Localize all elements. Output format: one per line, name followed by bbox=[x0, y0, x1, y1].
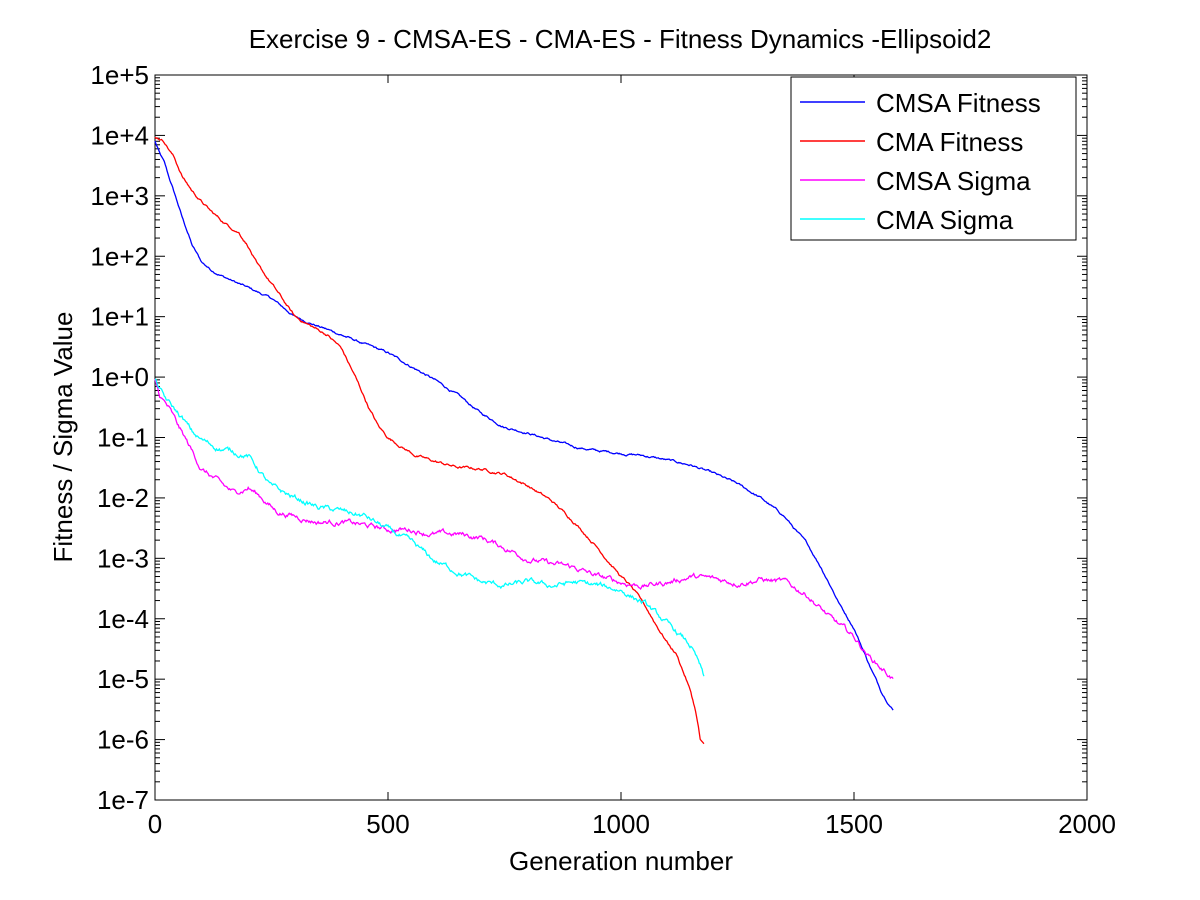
y-tick-label: 1e-1 bbox=[97, 423, 149, 453]
y-axis-label: Fitness / Sigma Value bbox=[48, 312, 78, 563]
x-tick-label: 500 bbox=[366, 809, 409, 839]
legend-label: CMA Sigma bbox=[876, 205, 1014, 235]
legend-label: CMA Fitness bbox=[876, 127, 1023, 157]
y-tick-label: 1e+2 bbox=[90, 241, 149, 271]
y-tick-label: 1e+0 bbox=[90, 362, 149, 392]
y-tick-label: 1e+1 bbox=[90, 302, 149, 332]
y-tick-label: 1e-7 bbox=[97, 785, 149, 815]
y-tick-label: 1e-4 bbox=[97, 604, 149, 634]
y-tick-label: 1e-3 bbox=[97, 543, 149, 573]
x-tick-label: 2000 bbox=[1058, 809, 1116, 839]
legend-label: CMSA Sigma bbox=[876, 166, 1031, 196]
series-line-cmsa-fitness bbox=[154, 140, 894, 711]
x-tick-label: 0 bbox=[148, 809, 162, 839]
legend-box bbox=[790, 76, 1077, 241]
legend: CMSA Fitness CMA Fitness CMSA Sigma CMA Sig… bbox=[790, 76, 1077, 241]
x-axis-label: Generation number bbox=[509, 846, 733, 876]
y-tick-label: 1e-5 bbox=[97, 664, 149, 694]
legend-label: CMSA Fitness bbox=[876, 88, 1041, 118]
y-tick-label: 1e+3 bbox=[90, 181, 149, 211]
y-tick-label: 1e+4 bbox=[90, 120, 149, 150]
series-layer bbox=[154, 136, 894, 745]
x-tick-label: 1000 bbox=[592, 809, 650, 839]
series-line-cma-fitness bbox=[154, 136, 705, 745]
series-line-cma-sigma bbox=[154, 378, 705, 677]
y-tick-label: 1e-6 bbox=[97, 725, 149, 755]
x-tick-label: 1500 bbox=[825, 809, 883, 839]
y-axis: 1e+5 1e+4 1e+3 1e+2 1e+1 1e+0 1e-1 1e-2 1e-3 1e-4… bbox=[90, 60, 1087, 815]
chart-title: Exercise 9 - CMSA-ES - CMA-ES - Fitness … bbox=[249, 24, 992, 54]
y-tick-label: 1e+5 bbox=[90, 60, 149, 90]
y-tick-label: 1e-2 bbox=[97, 483, 149, 513]
x-axis: 0 500 1000 1500 2000 bbox=[148, 75, 1116, 839]
series-line-cmsa-sigma bbox=[154, 378, 894, 680]
